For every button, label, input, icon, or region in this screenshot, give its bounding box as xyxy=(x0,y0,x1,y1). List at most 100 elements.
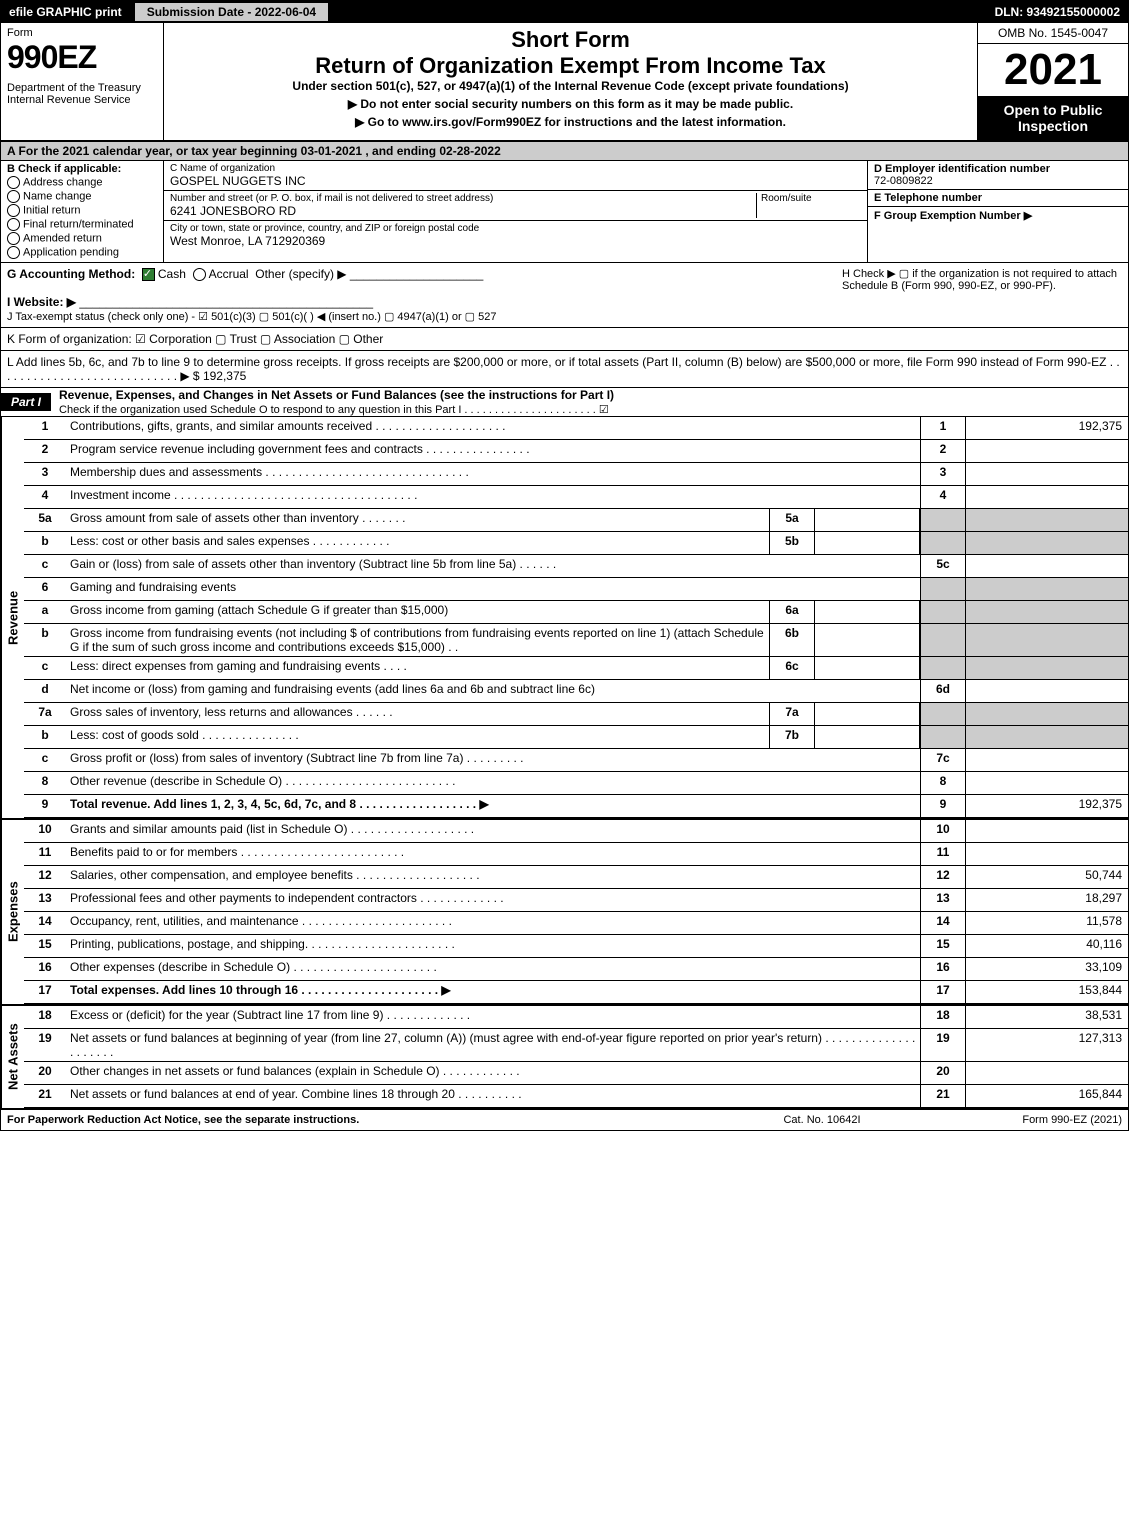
line-description: Net assets or fund balances at beginning… xyxy=(66,1029,920,1061)
right-line-value xyxy=(965,486,1128,508)
right-line-number: 5c xyxy=(920,555,965,577)
chk-final-return[interactable]: Final return/terminated xyxy=(7,218,157,231)
line-number: 2 xyxy=(24,440,66,462)
sub-line-value xyxy=(815,601,920,623)
line-description: Gross amount from sale of assets other t… xyxy=(66,509,769,531)
right-line-value xyxy=(965,657,1128,679)
right-line-value: 153,844 xyxy=(965,981,1128,1003)
table-row: 7aGross sales of inventory, less returns… xyxy=(24,703,1128,726)
chk-initial-return[interactable]: Initial return xyxy=(7,204,157,217)
revenue-side-label: Revenue xyxy=(1,417,24,818)
right-line-number: 14 xyxy=(920,912,965,934)
form-page: efile GRAPHIC print Submission Date - 20… xyxy=(0,0,1129,1131)
right-line-number: 21 xyxy=(920,1085,965,1107)
line-description: Occupancy, rent, utilities, and maintena… xyxy=(66,912,920,934)
line-number: 17 xyxy=(24,981,66,1003)
line-number: c xyxy=(24,555,66,577)
right-line-number: 9 xyxy=(920,795,965,817)
sub-line-number: 7b xyxy=(769,726,815,748)
table-row: 10Grants and similar amounts paid (list … xyxy=(24,820,1128,843)
right-line-value: 192,375 xyxy=(965,417,1128,439)
line-number: b xyxy=(24,532,66,554)
table-row: 1Contributions, gifts, grants, and simil… xyxy=(24,417,1128,440)
line-description: Gross profit or (loss) from sales of inv… xyxy=(66,749,920,771)
right-line-value xyxy=(965,509,1128,531)
line-number: 14 xyxy=(24,912,66,934)
line-description: Less: cost of goods sold . . . . . . . .… xyxy=(66,726,769,748)
j-text: J Tax-exempt status (check only one) - ☑… xyxy=(7,311,496,323)
header-left: Form 990EZ Department of the Treasury In… xyxy=(1,23,164,140)
right-line-value xyxy=(965,820,1128,842)
c-city-value: West Monroe, LA 712920369 xyxy=(170,234,861,248)
sub-line-number: 6b xyxy=(769,624,815,656)
right-line-number: 18 xyxy=(920,1006,965,1028)
efile-label: efile GRAPHIC print xyxy=(1,3,130,21)
c-room-label: Room/suite xyxy=(761,193,861,204)
i-label: I Website: ▶ xyxy=(7,295,76,309)
under-section: Under section 501(c), 527, or 4947(a)(1)… xyxy=(174,79,967,93)
chk-address-change[interactable]: Address change xyxy=(7,176,157,189)
right-line-number xyxy=(920,657,965,679)
chk-cash[interactable] xyxy=(142,268,155,281)
chk-amended-return[interactable]: Amended return xyxy=(7,232,157,245)
line-number: 3 xyxy=(24,463,66,485)
line-number: 18 xyxy=(24,1006,66,1028)
right-line-number xyxy=(920,726,965,748)
right-line-value: 192,375 xyxy=(965,795,1128,817)
part-i-header: Part I Revenue, Expenses, and Changes in… xyxy=(1,388,1128,417)
right-line-value xyxy=(965,440,1128,462)
line-description: Excess or (deficit) for the year (Subtra… xyxy=(66,1006,920,1028)
sub-line-value xyxy=(815,657,920,679)
line-number: 13 xyxy=(24,889,66,911)
short-form-title: Short Form xyxy=(174,27,967,53)
line-description: Gross income from gaming (attach Schedul… xyxy=(66,601,769,623)
line-description: Gain or (loss) from sale of assets other… xyxy=(66,555,920,577)
line-number: 12 xyxy=(24,866,66,888)
line-number: 11 xyxy=(24,843,66,865)
b-label: B Check if applicable: xyxy=(7,163,121,175)
table-row: 12Salaries, other compensation, and empl… xyxy=(24,866,1128,889)
right-line-value: 165,844 xyxy=(965,1085,1128,1107)
right-line-value: 18,297 xyxy=(965,889,1128,911)
right-line-value xyxy=(965,843,1128,865)
right-line-number: 8 xyxy=(920,772,965,794)
table-row: bLess: cost of goods sold . . . . . . . … xyxy=(24,726,1128,749)
right-line-number: 16 xyxy=(920,958,965,980)
right-line-number xyxy=(920,509,965,531)
header: Form 990EZ Department of the Treasury In… xyxy=(1,23,1128,142)
sub-line-value xyxy=(815,703,920,725)
table-row: 11Benefits paid to or for members . . . … xyxy=(24,843,1128,866)
table-row: 13Professional fees and other payments t… xyxy=(24,889,1128,912)
form-label: Form xyxy=(7,27,157,39)
header-center: Short Form Return of Organization Exempt… xyxy=(164,23,977,140)
line-number: 20 xyxy=(24,1062,66,1084)
line-number: 4 xyxy=(24,486,66,508)
table-row: 14Occupancy, rent, utilities, and mainte… xyxy=(24,912,1128,935)
sub-line-value xyxy=(815,532,920,554)
line-description: Total revenue. Add lines 1, 2, 3, 4, 5c,… xyxy=(66,795,920,817)
form-number: 990EZ xyxy=(7,39,157,76)
chk-name-change[interactable]: Name change xyxy=(7,190,157,203)
right-line-number: 19 xyxy=(920,1029,965,1061)
line-number: 15 xyxy=(24,935,66,957)
chk-accrual[interactable] xyxy=(193,268,206,281)
right-line-number: 4 xyxy=(920,486,965,508)
line-description: Gross sales of inventory, less returns a… xyxy=(66,703,769,725)
department: Department of the Treasury Internal Reve… xyxy=(7,82,157,106)
table-row: 9Total revenue. Add lines 1, 2, 3, 4, 5c… xyxy=(24,795,1128,818)
table-row: 3Membership dues and assessments . . . .… xyxy=(24,463,1128,486)
table-row: 21Net assets or fund balances at end of … xyxy=(24,1085,1128,1108)
table-row: 5aGross amount from sale of assets other… xyxy=(24,509,1128,532)
chk-application-pending[interactable]: Application pending xyxy=(7,246,157,259)
line-description: Net income or (loss) from gaming and fun… xyxy=(66,680,920,702)
right-line-number: 2 xyxy=(920,440,965,462)
right-line-value xyxy=(965,555,1128,577)
line-description: Salaries, other compensation, and employ… xyxy=(66,866,920,888)
omb-number: OMB No. 1545-0047 xyxy=(978,23,1128,44)
right-line-value xyxy=(965,624,1128,656)
sub-line-number: 7a xyxy=(769,703,815,725)
ein-value: 72-0809822 xyxy=(874,175,933,187)
goto-link[interactable]: ▶ Go to www.irs.gov/Form990EZ for instru… xyxy=(174,115,967,129)
table-row: 17Total expenses. Add lines 10 through 1… xyxy=(24,981,1128,1004)
sub-line-number: 6a xyxy=(769,601,815,623)
